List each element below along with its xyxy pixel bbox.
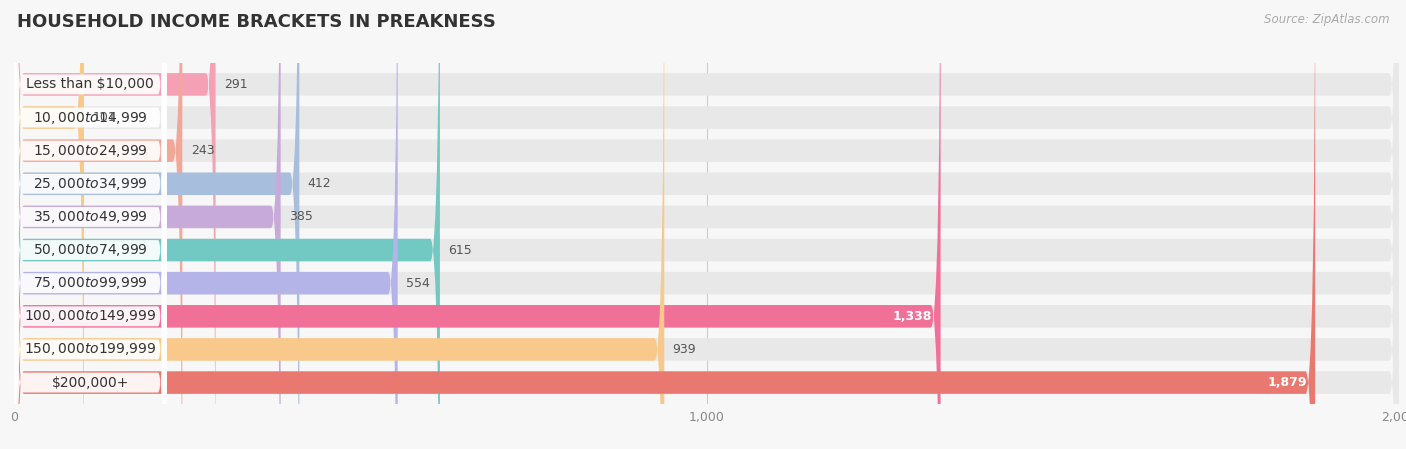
Text: Less than $10,000: Less than $10,000: [27, 77, 155, 92]
FancyBboxPatch shape: [14, 0, 166, 449]
FancyBboxPatch shape: [14, 0, 1399, 449]
Text: 939: 939: [672, 343, 696, 356]
Text: $35,000 to $49,999: $35,000 to $49,999: [32, 209, 148, 225]
Text: 1,338: 1,338: [893, 310, 932, 323]
Text: $15,000 to $24,999: $15,000 to $24,999: [32, 143, 148, 158]
FancyBboxPatch shape: [14, 0, 1399, 449]
Text: $150,000 to $199,999: $150,000 to $199,999: [24, 341, 156, 357]
FancyBboxPatch shape: [14, 0, 166, 449]
FancyBboxPatch shape: [14, 0, 166, 449]
FancyBboxPatch shape: [14, 0, 166, 449]
FancyBboxPatch shape: [14, 0, 1399, 449]
Text: 554: 554: [406, 277, 430, 290]
FancyBboxPatch shape: [14, 0, 281, 449]
Text: $25,000 to $34,999: $25,000 to $34,999: [32, 176, 148, 192]
FancyBboxPatch shape: [14, 0, 215, 449]
FancyBboxPatch shape: [14, 0, 1315, 449]
FancyBboxPatch shape: [14, 0, 941, 449]
Text: $10,000 to $14,999: $10,000 to $14,999: [32, 110, 148, 126]
Text: 385: 385: [290, 211, 314, 224]
Text: $75,000 to $99,999: $75,000 to $99,999: [32, 275, 148, 291]
Text: 243: 243: [191, 144, 214, 157]
FancyBboxPatch shape: [14, 0, 166, 449]
Text: Source: ZipAtlas.com: Source: ZipAtlas.com: [1264, 13, 1389, 26]
FancyBboxPatch shape: [14, 0, 1399, 449]
Text: $200,000+: $200,000+: [52, 375, 129, 390]
FancyBboxPatch shape: [14, 0, 166, 449]
FancyBboxPatch shape: [14, 0, 664, 449]
Text: 291: 291: [224, 78, 247, 91]
Text: 1,879: 1,879: [1267, 376, 1306, 389]
FancyBboxPatch shape: [14, 0, 1399, 449]
FancyBboxPatch shape: [14, 0, 1399, 449]
FancyBboxPatch shape: [14, 0, 84, 449]
FancyBboxPatch shape: [14, 0, 398, 449]
Text: $50,000 to $74,999: $50,000 to $74,999: [32, 242, 148, 258]
FancyBboxPatch shape: [14, 0, 440, 449]
FancyBboxPatch shape: [14, 0, 166, 449]
FancyBboxPatch shape: [14, 0, 1399, 449]
Text: $100,000 to $149,999: $100,000 to $149,999: [24, 308, 156, 324]
Text: 615: 615: [449, 243, 472, 256]
FancyBboxPatch shape: [14, 0, 1399, 449]
FancyBboxPatch shape: [14, 0, 1399, 449]
FancyBboxPatch shape: [14, 0, 166, 449]
FancyBboxPatch shape: [14, 0, 183, 449]
FancyBboxPatch shape: [14, 0, 1399, 449]
FancyBboxPatch shape: [14, 0, 166, 449]
Text: HOUSEHOLD INCOME BRACKETS IN PREAKNESS: HOUSEHOLD INCOME BRACKETS IN PREAKNESS: [17, 13, 496, 31]
Text: 412: 412: [308, 177, 332, 190]
FancyBboxPatch shape: [14, 0, 299, 449]
Text: 101: 101: [93, 111, 117, 124]
FancyBboxPatch shape: [14, 0, 166, 449]
